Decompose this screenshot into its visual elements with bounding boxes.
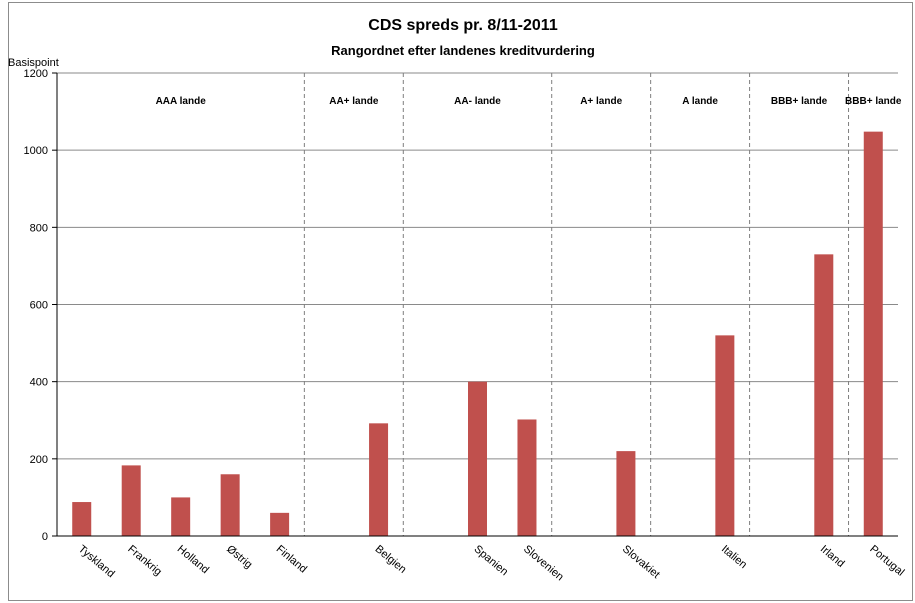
group-dividers — [303, 73, 850, 536]
bar — [863, 131, 883, 536]
y-axis-label: Basispoint — [8, 57, 59, 69]
y-tick-label: 200 — [30, 454, 48, 466]
group-label: BBB+ lande — [771, 96, 828, 107]
group-label: A lande — [682, 96, 718, 107]
chart-subtitle: Rangordnet efter landenes kreditvurderin… — [331, 43, 595, 58]
bar — [369, 423, 389, 536]
y-tick-labels: 0 200 400 600 800 1000 1200 — [24, 68, 48, 543]
bars — [72, 131, 883, 536]
category-label: Belgien — [373, 543, 409, 576]
group-label: AA+ lande — [329, 96, 379, 107]
category-label: Portugal — [867, 543, 906, 579]
category-label: Spanien — [472, 543, 511, 578]
category-label: Irland — [818, 543, 847, 570]
y-tick-label: 1200 — [24, 68, 48, 80]
bar — [517, 419, 537, 536]
bar — [715, 335, 735, 536]
bar — [72, 502, 92, 536]
bar — [121, 465, 141, 536]
y-tick-label: 600 — [30, 300, 48, 312]
chart-frame — [8, 2, 913, 601]
category-label: Slovenien — [521, 543, 566, 583]
category-label: Finland — [274, 543, 309, 575]
category-label: Italien — [719, 543, 749, 571]
category-labels: Tyskland Frankrig Holland Østrig Finland Belg… — [76, 543, 907, 583]
category-label: Østrig — [224, 543, 254, 571]
axes — [52, 72, 898, 537]
group-label: AAA lande — [156, 96, 207, 107]
group-label: AA- lande — [454, 96, 501, 107]
bar — [270, 512, 290, 536]
category-label: Frankrig — [125, 543, 164, 578]
y-tick-label: 400 — [30, 377, 48, 389]
group-label: A+ lande — [580, 96, 622, 107]
y-tick-label: 0 — [42, 531, 48, 543]
category-label: Tyskland — [76, 543, 117, 580]
bar — [171, 497, 191, 536]
chart-title: CDS spreds pr. 8/11-2011 — [368, 17, 558, 34]
category-label: Holland — [175, 543, 211, 576]
y-tick-label: 1000 — [24, 145, 48, 157]
group-label: BBB+ lande — [845, 96, 902, 107]
bar — [814, 254, 834, 536]
y-tick-label: 800 — [30, 222, 48, 234]
group-labels: AAA lande AA+ lande AA- lande A+ lande A lan… — [156, 96, 902, 107]
bar — [220, 474, 240, 536]
category-label: Slovakiet — [620, 543, 662, 581]
bar — [468, 381, 487, 536]
bar — [616, 451, 636, 536]
